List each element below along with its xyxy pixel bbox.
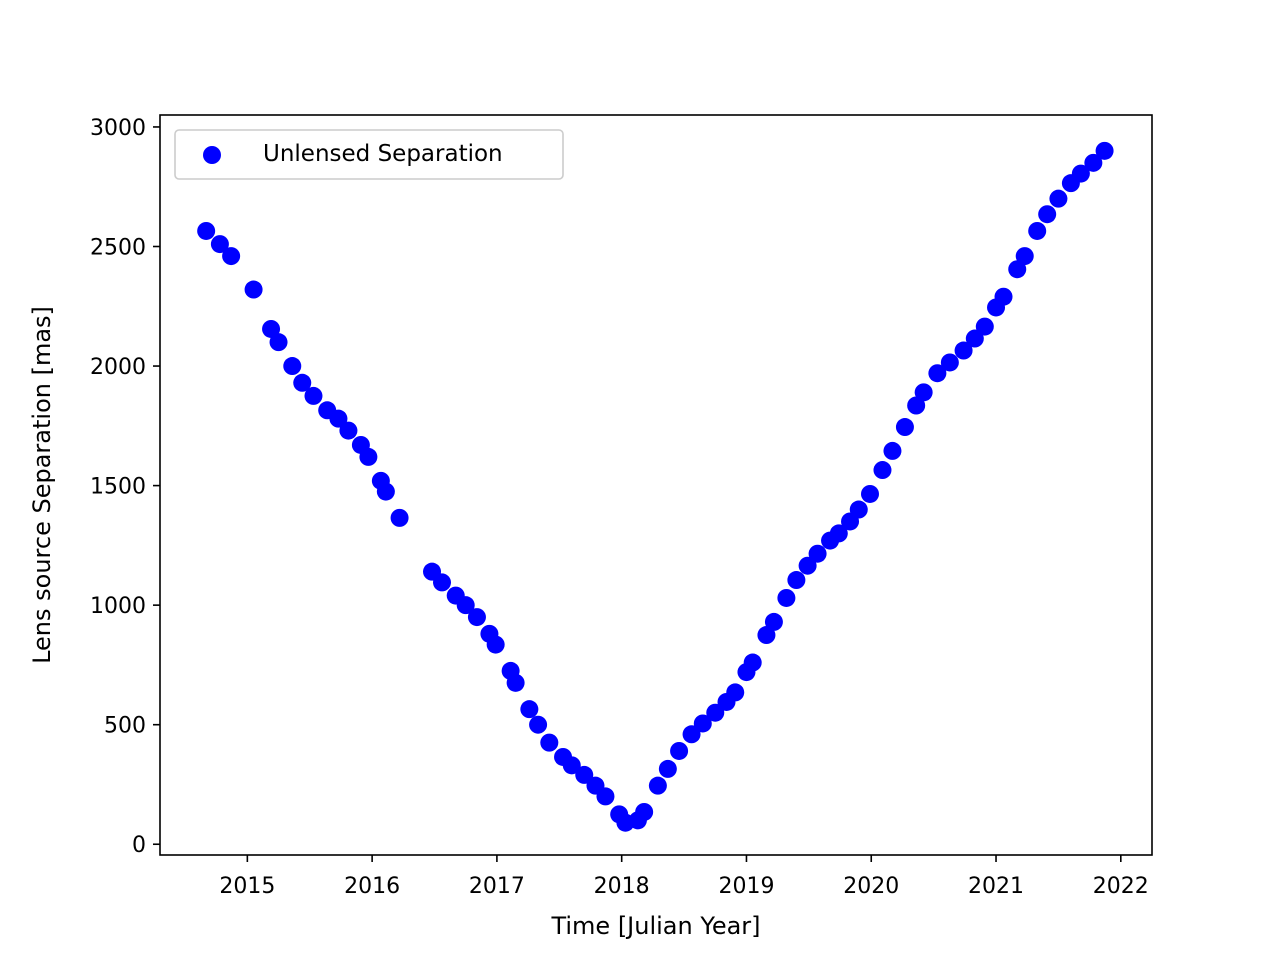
data-point — [873, 461, 892, 480]
data-points — [197, 141, 1114, 832]
data-point — [670, 741, 689, 760]
data-point — [743, 653, 762, 672]
y-axis-label: Lens source Separation [mas] — [28, 306, 56, 664]
data-point — [222, 247, 241, 266]
legend-box — [174, 129, 564, 180]
y-tick-label: 500 — [104, 714, 146, 739]
data-point — [197, 221, 216, 240]
data-point — [706, 703, 725, 722]
x-tick-label: 2016 — [344, 874, 400, 899]
data-point — [283, 357, 302, 376]
data-point — [829, 524, 848, 543]
data-point — [907, 396, 926, 415]
y-tick-label: 2500 — [90, 236, 146, 261]
legend-label: Unlensed Separation — [263, 141, 503, 167]
data-point — [304, 386, 323, 405]
data-point — [210, 235, 229, 254]
data-point — [808, 544, 827, 563]
data-point — [1028, 221, 1047, 240]
data-point — [339, 421, 358, 440]
data-point — [648, 776, 667, 795]
data-point — [269, 333, 288, 352]
x-tick-label: 2017 — [469, 874, 525, 899]
x-tick-label: 2021 — [968, 874, 1024, 899]
data-point — [928, 364, 947, 383]
data-point — [635, 802, 654, 821]
data-point — [777, 588, 796, 607]
x-axis-ticks: 2015 2016 2017 2018 2019 2020 2021 2022 — [219, 855, 1149, 899]
data-point — [520, 700, 539, 719]
data-point — [658, 759, 677, 778]
data-point — [575, 765, 594, 784]
data-point — [486, 635, 505, 654]
data-point — [1015, 247, 1034, 266]
x-tick-label: 2020 — [843, 874, 899, 899]
x-tick-label: 2022 — [1093, 874, 1149, 899]
data-point — [1038, 205, 1057, 224]
data-point — [787, 571, 806, 590]
data-point — [293, 373, 312, 392]
data-point — [693, 714, 712, 733]
y-tick-label: 3000 — [90, 116, 146, 141]
data-point — [954, 341, 973, 360]
y-tick-label: 0 — [132, 833, 146, 858]
data-point — [682, 725, 701, 744]
data-point — [359, 447, 378, 466]
data-point — [456, 596, 475, 615]
data-point — [1095, 141, 1114, 160]
data-point — [529, 715, 548, 734]
data-point — [329, 409, 348, 428]
data-point — [467, 608, 486, 627]
data-point — [940, 353, 959, 372]
data-point — [860, 484, 879, 503]
y-tick-label: 1500 — [90, 475, 146, 500]
data-point — [726, 683, 745, 702]
data-point — [883, 441, 902, 460]
data-point — [540, 733, 559, 752]
data-point — [376, 482, 395, 501]
data-point — [433, 573, 452, 592]
x-tick-label: 2018 — [594, 874, 650, 899]
data-point — [994, 287, 1013, 306]
data-point — [764, 612, 783, 631]
data-point — [965, 329, 984, 348]
data-point — [262, 319, 281, 338]
data-point — [914, 383, 933, 402]
data-point — [1008, 260, 1027, 279]
x-axis-label: Time [Julian Year] — [550, 912, 760, 940]
data-point — [244, 280, 263, 299]
y-axis-ticks: 0 500 1000 1500 2000 2500 3000 — [90, 116, 160, 858]
data-point — [562, 756, 581, 775]
y-tick-label: 2000 — [90, 355, 146, 380]
data-point — [390, 508, 409, 527]
data-point — [1084, 153, 1103, 172]
data-point — [506, 673, 525, 692]
data-point — [1071, 164, 1090, 183]
x-tick-label: 2015 — [219, 874, 275, 899]
data-point — [895, 418, 914, 437]
data-point — [757, 626, 776, 645]
data-point — [849, 500, 868, 519]
x-tick-label: 2019 — [718, 874, 774, 899]
data-point — [1049, 189, 1068, 208]
y-tick-label: 1000 — [90, 594, 146, 619]
data-point — [798, 556, 817, 575]
data-point — [596, 787, 615, 806]
legend-marker — [203, 146, 221, 164]
data-point — [975, 317, 994, 336]
legend: Unlensed Separation — [174, 129, 564, 180]
